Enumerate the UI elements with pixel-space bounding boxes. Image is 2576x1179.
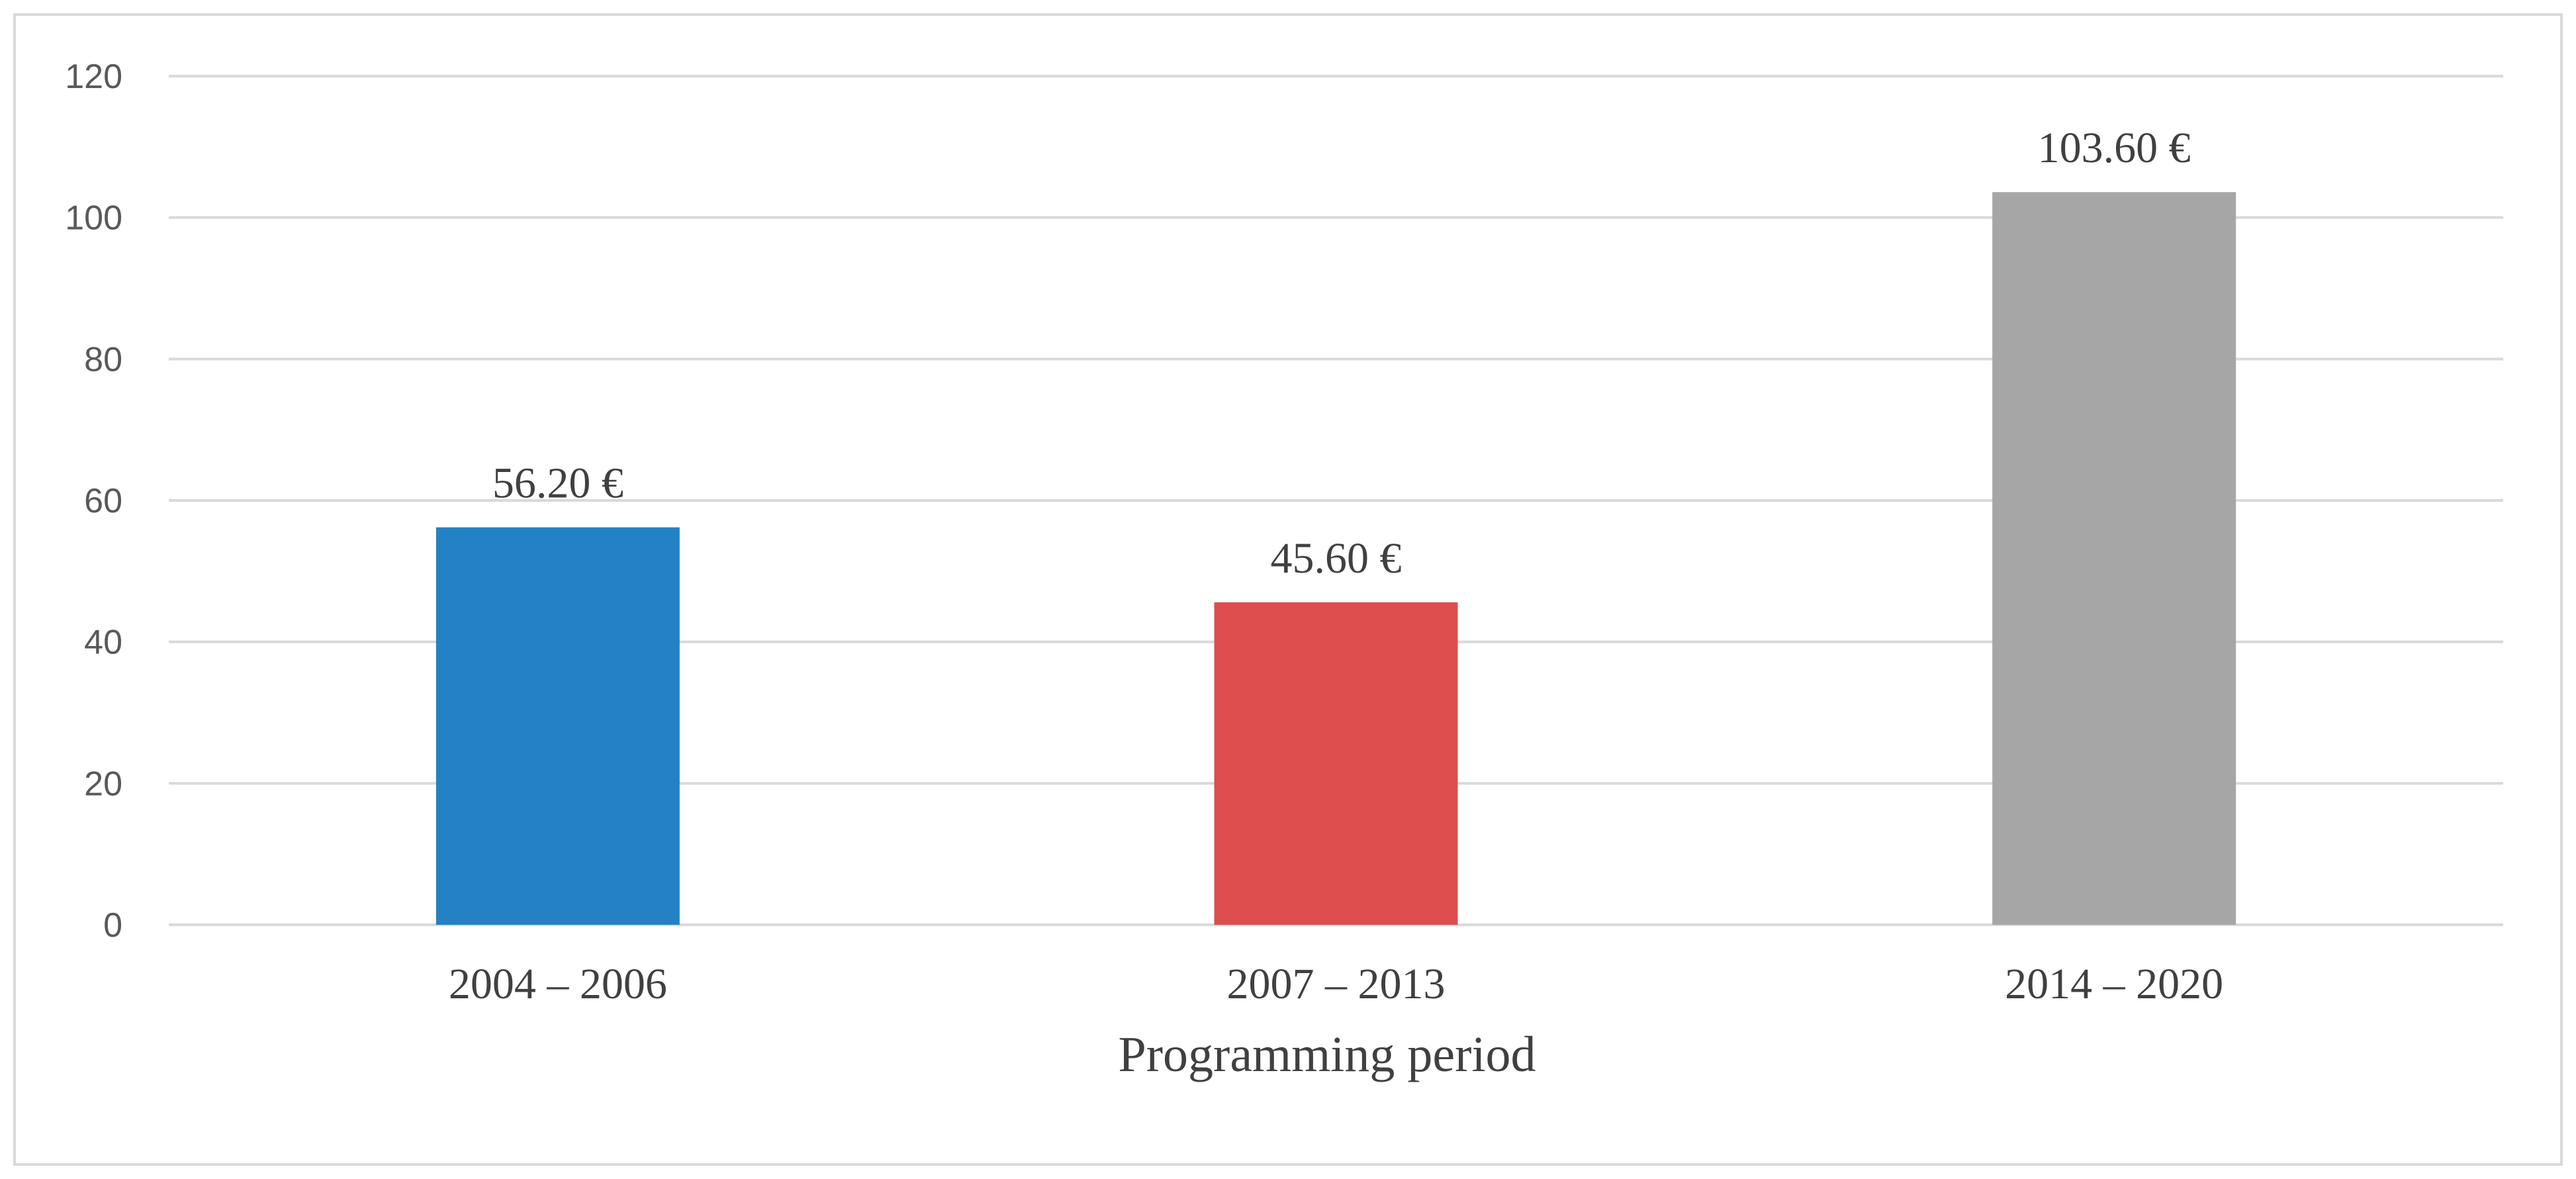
bars — [436, 192, 2236, 925]
data-label: 45.60 € — [1271, 534, 1402, 583]
y-tick-label: 100 — [65, 199, 122, 238]
x-axis-title: Programming period — [1118, 1027, 1536, 1082]
x-tick-labels: 2004 – 2006 2007 – 2013 2014 – 2020 — [449, 960, 2223, 1008]
bar — [1992, 192, 2236, 925]
data-label: 103.60 € — [2038, 124, 2191, 172]
y-tick-label: 20 — [84, 765, 122, 803]
bar — [436, 527, 680, 925]
y-tick-labels: 0 20 40 60 80 100 120 — [65, 58, 122, 945]
y-tick-label: 80 — [84, 340, 122, 379]
x-tick-label: 2014 – 2020 — [2005, 960, 2223, 1008]
y-tick-label: 40 — [84, 624, 122, 662]
data-label: 56.20 € — [492, 459, 623, 508]
x-tick-label: 2004 – 2006 — [449, 960, 667, 1008]
data-labels: 56.20 € 45.60 € 103.60 € — [492, 124, 2191, 583]
bar — [1214, 602, 1458, 925]
y-tick-label: 120 — [65, 58, 122, 96]
y-tick-label: 60 — [84, 482, 122, 520]
x-tick-label: 2007 – 2013 — [1227, 960, 1446, 1008]
y-tick-label: 0 — [103, 906, 122, 945]
